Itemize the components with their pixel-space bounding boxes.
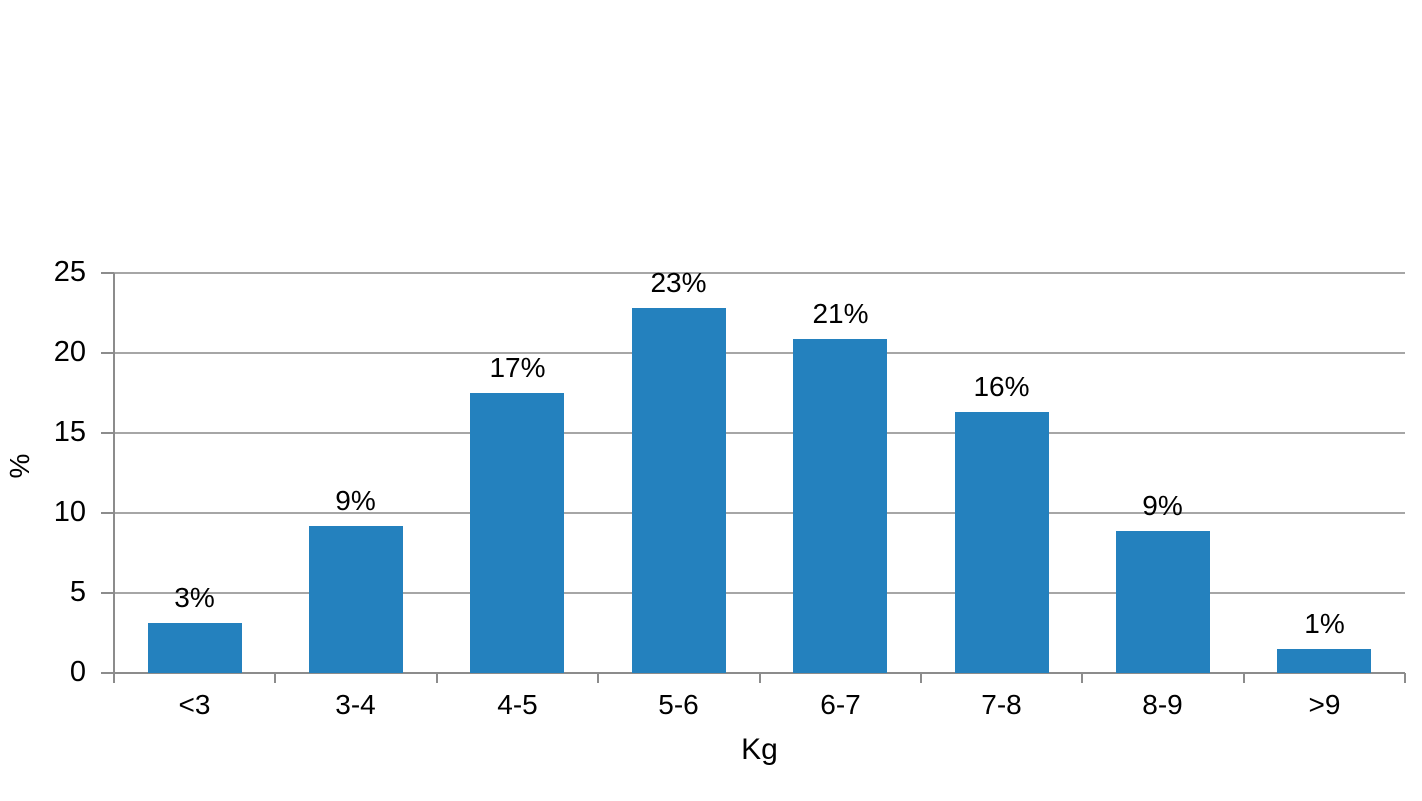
y-axis-tick <box>101 352 114 354</box>
x-category-label: 4-5 <box>497 689 538 720</box>
x-category-label: 8-9 <box>1142 689 1183 720</box>
gridline <box>114 352 1405 354</box>
y-axis-line <box>113 273 115 679</box>
x-category-label: 6-7 <box>820 689 861 720</box>
bar-value-label: 1% <box>1304 608 1345 639</box>
bar <box>793 339 887 673</box>
y-axis-title: % <box>4 453 35 479</box>
plot-area: 0 5 10 15 20 25 3% <3 9% 3-4 17% 4-5 23% 5-6 21% 6-7 16%… <box>54 256 1406 720</box>
y-axis-tick <box>101 512 114 514</box>
y-tick-label: 25 <box>53 255 86 288</box>
bar-value-label: 23% <box>650 267 707 298</box>
x-category-label: 7-8 <box>981 689 1022 720</box>
x-axis-tick <box>920 673 922 683</box>
gridline <box>114 432 1405 434</box>
gridline <box>114 272 1405 274</box>
x-axis-tick <box>1404 673 1406 683</box>
x-category-label: >9 <box>1308 689 1341 720</box>
x-axis-title: Kg <box>741 733 778 766</box>
y-tick-label: 15 <box>53 415 86 448</box>
x-category-label: 3-4 <box>335 689 376 720</box>
y-axis-tick <box>101 272 114 274</box>
x-axis-tick <box>436 673 438 683</box>
y-tick-label: 10 <box>53 495 86 528</box>
bar-value-label: 9% <box>335 485 376 516</box>
bar <box>1277 649 1371 673</box>
y-tick-label: 20 <box>53 335 86 368</box>
gridline <box>114 592 1405 594</box>
bar-value-label: 16% <box>973 371 1030 402</box>
bar <box>309 526 403 673</box>
y-tick-label: 0 <box>69 655 86 688</box>
x-axis-tick <box>1243 673 1245 683</box>
bar <box>1116 531 1210 673</box>
x-category-label: <3 <box>178 689 211 720</box>
y-axis-tick <box>101 672 114 674</box>
bar-value-label: 9% <box>1142 490 1183 521</box>
x-category-label: 5-6 <box>658 689 699 720</box>
x-axis-tick <box>113 673 115 683</box>
y-tick-label: 5 <box>69 575 86 608</box>
bar-value-label: 17% <box>489 352 546 383</box>
bar <box>148 623 242 673</box>
x-axis-tick <box>597 673 599 683</box>
x-axis-tick <box>759 673 761 683</box>
y-axis-tick <box>101 432 114 434</box>
x-axis-tick <box>1081 673 1083 683</box>
bar <box>955 412 1049 673</box>
bar-value-label: 3% <box>174 582 215 613</box>
bar-value-label: 21% <box>812 298 869 329</box>
x-axis-tick <box>274 673 276 683</box>
bar <box>470 393 564 673</box>
y-axis-tick <box>101 592 114 594</box>
bar <box>632 308 726 673</box>
gridline <box>114 512 1405 514</box>
